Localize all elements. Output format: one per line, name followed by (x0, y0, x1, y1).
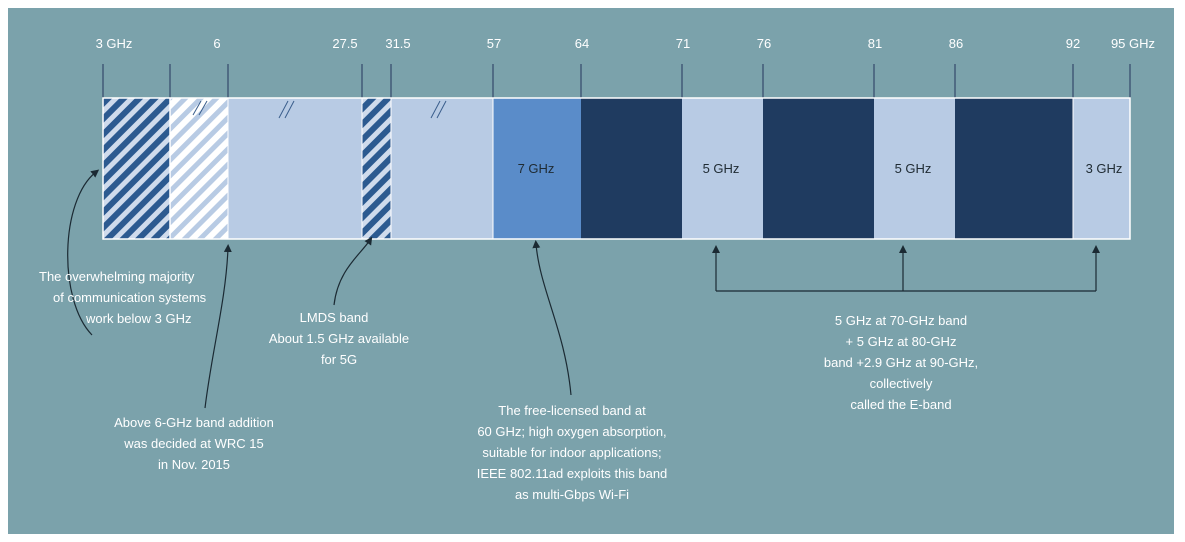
band-76-81ghz (763, 98, 874, 239)
band-label-7ghz: 7 GHz (518, 161, 555, 176)
annotation-below-3ghz-line-3: work below 3 GHz (85, 311, 191, 326)
freq-label-57: 57 (487, 36, 501, 51)
annotation-below-3ghz-line-1: The overwhelming majority (39, 269, 195, 284)
annotation-lmds-line-2: About 1.5 GHz available (269, 331, 409, 346)
freq-label-92: 92 (1066, 36, 1080, 51)
background (8, 8, 1174, 534)
freq-label-76: 76 (757, 36, 771, 51)
annotation-e-band: 5 GHz at 70-GHz band + 5 GHz at 80-GHz b… (824, 313, 978, 412)
freq-label-27-5: 27.5 (332, 36, 357, 51)
freq-label-81: 81 (868, 36, 882, 51)
annotation-below-3ghz: The overwhelming majority of communicati… (39, 269, 207, 326)
annotation-free-60ghz-line-4: IEEE 802.11ad exploits this band (477, 466, 668, 481)
band-86-92ghz (955, 98, 1073, 239)
annotation-e-band-line-1: 5 GHz at 70-GHz band (835, 313, 967, 328)
break-mark-3b (436, 100, 447, 119)
leader-lmds (333, 236, 373, 306)
freq-label-71: 71 (676, 36, 690, 51)
annotation-e-band-line-4: collectively (870, 376, 933, 391)
break-mark-2b (284, 100, 295, 119)
break-mark-1b (198, 100, 208, 116)
annotation-above-6ghz-line-1: Above 6-GHz band addition (114, 415, 274, 430)
band-81-86ghz (874, 98, 955, 239)
annotation-e-band-line-5: called the E-band (850, 397, 951, 412)
band-below-3ghz (103, 98, 170, 239)
band-57-64ghz (493, 98, 581, 239)
freq-label-86: 86 (949, 36, 963, 51)
annotation-free-60ghz-line-1: The free-licensed band at (498, 403, 646, 418)
annotation-above-6ghz-line-2: was decided at WRC 15 (123, 436, 263, 451)
band-71-76ghz (682, 98, 763, 239)
leader-lines (67, 169, 1100, 409)
band-label-3ghz-90: 3 GHz (1086, 161, 1123, 176)
break-mark-1a (192, 100, 202, 116)
annotation-above-6ghz-line-3: in Nov. 2015 (158, 457, 230, 472)
leader-above-6ghz (204, 244, 232, 409)
band-lmds (362, 98, 391, 239)
annotations: The overwhelming majority of communicati… (39, 269, 978, 502)
freq-label-6: 6 (213, 36, 220, 51)
annotation-free-60ghz: The free-licensed band at 60 GHz; high o… (477, 403, 668, 502)
band-label-5ghz-80: 5 GHz (895, 161, 932, 176)
break-mark-2a (278, 100, 289, 119)
annotation-below-3ghz-line-2: of communication systems (53, 290, 207, 305)
frequency-labels: 3 GHz 6 27.5 31.5 57 64 71 76 81 86 92 9… (96, 36, 1155, 51)
axis-break-marks (192, 100, 447, 119)
band-size-labels: 7 GHz 5 GHz 5 GHz 3 GHz (518, 161, 1123, 176)
band-6-27-5ghz (228, 98, 362, 239)
annotation-free-60ghz-line-3: suitable for indoor applications; (482, 445, 661, 460)
annotation-lmds-line-3: for 5G (321, 352, 357, 367)
spectrum-bar (102, 97, 1131, 240)
annotation-lmds-line-1: LMDS band (300, 310, 369, 325)
band-31-5-57ghz (391, 98, 493, 239)
band-label-5ghz-70: 5 GHz (703, 161, 740, 176)
bar-outline (102, 97, 1131, 240)
leader-60ghz (532, 240, 572, 396)
band-64-71ghz (581, 98, 682, 239)
annotation-e-band-line-2: + 5 GHz at 80-GHz (846, 334, 957, 349)
band-3-6ghz (170, 98, 228, 239)
leader-below-3ghz (67, 169, 100, 336)
freq-label-31-5: 31.5 (385, 36, 410, 51)
annotation-free-60ghz-line-5: as multi-Gbps Wi-Fi (515, 487, 629, 502)
break-mark-3a (430, 100, 441, 119)
annotation-above-6ghz: Above 6-GHz band addition was decided at… (114, 415, 274, 472)
annotation-e-band-line-3: band +2.9 GHz at 90-GHz, (824, 355, 978, 370)
annotation-free-60ghz-line-2: 60 GHz; high oxygen absorption, (477, 424, 666, 439)
freq-label-3: 3 GHz (96, 36, 133, 51)
freq-label-95: 95 GHz (1111, 36, 1155, 51)
freq-label-64: 64 (575, 36, 589, 51)
band-92-95ghz (1073, 98, 1130, 239)
annotation-lmds: LMDS band About 1.5 GHz available for 5G (269, 310, 409, 367)
tick-marks (102, 64, 1131, 98)
